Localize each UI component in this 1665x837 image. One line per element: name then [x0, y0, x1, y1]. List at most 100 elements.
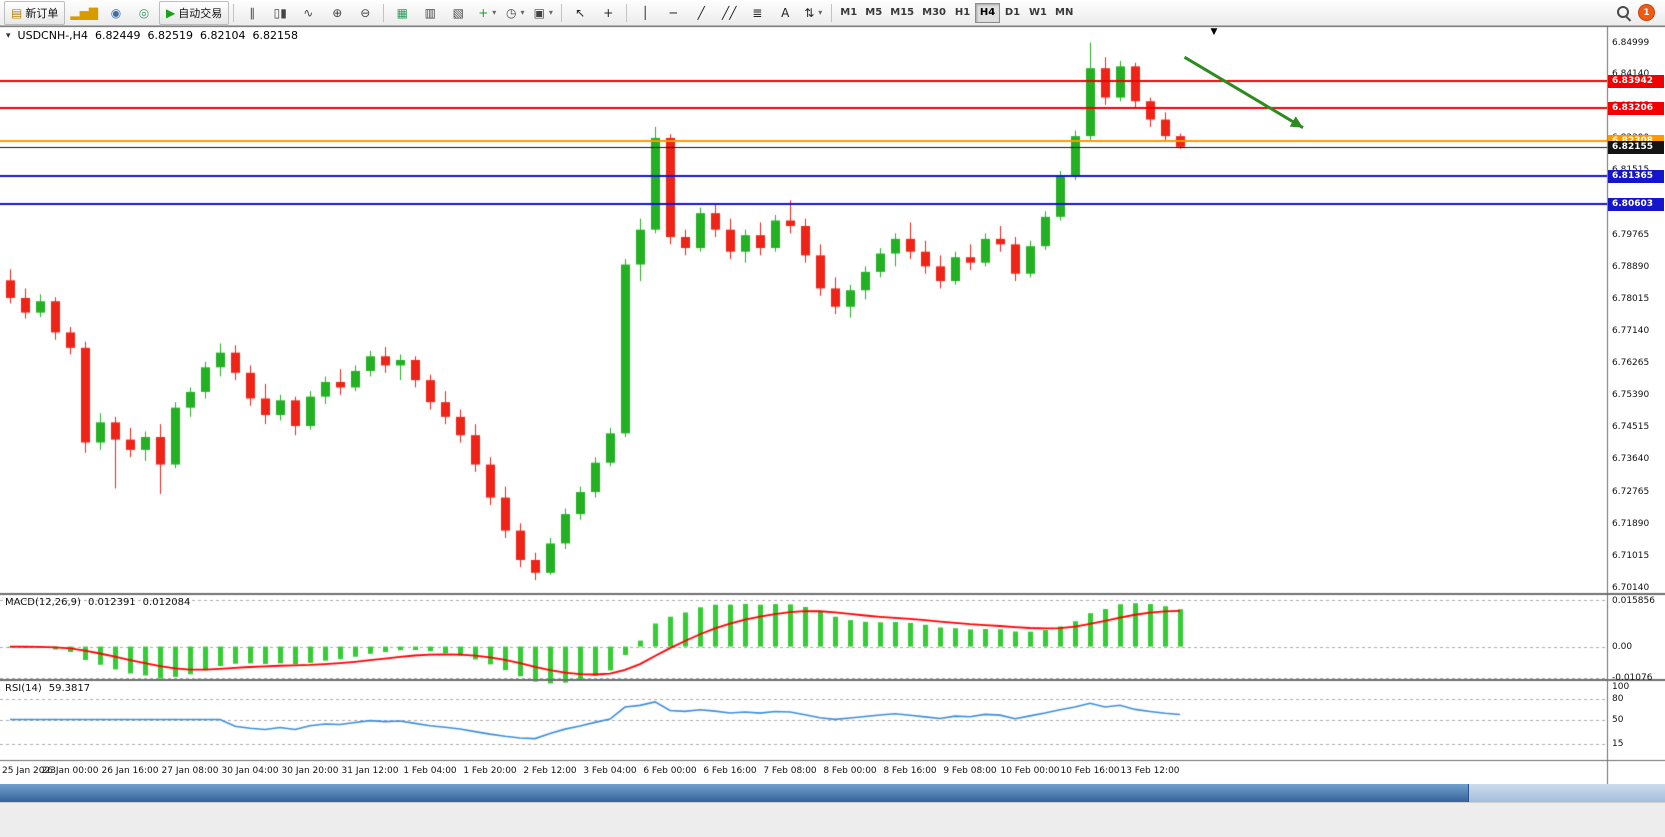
auto-trading-label: 自动交易 — [178, 6, 223, 20]
price-tick-label: 6.70140 — [1612, 582, 1650, 593]
navigator-button[interactable]: ◎ — [130, 1, 158, 25]
horizontal-line-button[interactable]: ─ — [659, 1, 687, 25]
hline-price-marker[interactable]: 6.83206 — [1608, 102, 1664, 116]
search-icon[interactable] — [1615, 4, 1632, 21]
dropdown-caret-icon: ▾ — [548, 8, 553, 17]
candlestick-chart-button[interactable]: ▯▮ — [266, 1, 294, 25]
price-axis[interactable]: 6.849996.841406.832656.823906.815156.806… — [1607, 26, 1665, 784]
timeframe-M15[interactable]: M15 — [886, 3, 918, 23]
new-chart-button[interactable]: + ▾ — [473, 1, 501, 25]
trendline-button[interactable]: ╱ — [687, 1, 715, 25]
price-tick-label: 6.79765 — [1612, 229, 1650, 240]
vertical-line-icon: │ — [641, 5, 649, 20]
toolbar-separator — [626, 3, 628, 22]
data-window-button[interactable]: ◉ — [102, 1, 130, 25]
time-axis-label: 25 Jan 2023 — [2, 766, 56, 776]
cascade-windows-button[interactable]: ▧ — [444, 1, 472, 25]
chart-close-value: 6.82158 — [252, 29, 298, 42]
chart-low-value: 6.82104 — [199, 29, 246, 42]
text-button[interactable]: A — [771, 1, 799, 25]
hline-price-marker[interactable]: 6.80603 — [1608, 197, 1664, 211]
chart-canvas[interactable] — [0, 26, 1665, 784]
timeframe-M5[interactable]: M5 — [861, 3, 886, 23]
arrange-windows-button[interactable]: ▥ — [416, 1, 444, 25]
market-watch-button[interactable]: ▂▅▇ — [66, 1, 102, 25]
hline-price-marker[interactable]: 6.83942 — [1608, 75, 1664, 89]
toolbar-separator — [233, 3, 235, 22]
time-axis-label: 1 Feb 04:00 — [403, 766, 457, 776]
new-order-button[interactable]: ▤ 新订单 — [4, 0, 66, 25]
zoom-in-button[interactable]: ⊕ — [323, 1, 351, 25]
notification-badge[interactable]: 1 — [1638, 4, 1655, 21]
rsi-tick-label: 50 — [1612, 714, 1624, 725]
shapes-icon: ⇅ — [804, 5, 815, 20]
time-axis-label: 26 Jan 16:00 — [101, 766, 159, 776]
rsi-label: RSI(14) 59.3817 — [5, 683, 90, 694]
bid-price-marker[interactable]: 6.82155 — [1608, 140, 1664, 154]
toolbar-separator — [831, 3, 833, 22]
time-axis-label: 26 Jan 00:00 — [41, 766, 99, 776]
line-chart-button[interactable]: ∿ — [294, 1, 322, 25]
timeframe-H1[interactable]: H1 — [950, 3, 975, 23]
cursor-button[interactable]: ↖ — [566, 1, 594, 25]
time-axis[interactable]: 25 Jan 2023 26 Jan 00:00 26 Jan 16:00 27 Ja… — [0, 761, 1607, 784]
zoom-out-button[interactable]: ⊖ — [351, 1, 379, 25]
timeframe-W1[interactable]: W1 — [1025, 3, 1051, 23]
timeframe-D1[interactable]: D1 — [1000, 3, 1025, 23]
hline-price-marker[interactable]: 6.81365 — [1608, 169, 1664, 183]
clock-button[interactable]: ◷ ▾ — [501, 1, 529, 25]
crosshair-button[interactable]: + — [594, 1, 622, 25]
price-tick-label: 6.84140 — [1612, 69, 1650, 80]
zoom-in-icon: ⊕ — [332, 5, 343, 20]
toolbar-separator — [383, 3, 385, 22]
price-tick-label: 6.76265 — [1612, 358, 1650, 369]
price-tick-label: 6.71890 — [1612, 518, 1650, 529]
trend-arrow-annotation[interactable] — [0, 26, 1665, 784]
dropdown-caret-icon: ▾ — [818, 8, 823, 17]
time-axis-label: 8 Feb 00:00 — [823, 766, 877, 776]
macd-name: MACD(12,26,9) — [5, 597, 81, 608]
time-axis-label: 30 Jan 04:00 — [221, 766, 279, 776]
auto-trading-button[interactable]: ▶ 自动交易 — [159, 0, 230, 25]
candlestick-chart-icon: ▯▮ — [273, 5, 287, 20]
rsi-tick-label: 80 — [1612, 693, 1624, 704]
time-axis-label: 9 Feb 08:00 — [943, 766, 997, 776]
shapes-button[interactable]: ⇅ ▾ — [799, 1, 827, 25]
time-axis-label: 10 Feb 16:00 — [1060, 766, 1120, 776]
tile-windows-button[interactable]: ▦ — [388, 1, 416, 25]
macd-tick-label: 0.015856 — [1612, 596, 1655, 606]
macd-label: MACD(12,26,9) 0.012391 0.012084 — [5, 597, 190, 608]
text-icon: A — [781, 5, 790, 20]
play-icon: ▶ — [166, 5, 176, 20]
rsi-tick-label: 100 — [1612, 682, 1630, 692]
chart-type-group: ∥ ▯▮ ∿ — [238, 1, 322, 25]
market-watch-icon: ▂▅▇ — [70, 5, 99, 20]
timeframe-M30[interactable]: M30 — [918, 3, 950, 23]
fibonacci-button[interactable]: ≣ — [743, 1, 771, 25]
horizontal-scrollbar[interactable] — [0, 784, 1665, 802]
arrange-windows-icon: ▥ — [424, 5, 436, 20]
template-button[interactable]: ▣ ▾ — [529, 1, 557, 25]
bar-chart-icon: ∥ — [249, 5, 256, 20]
timeframe-MN[interactable]: MN — [1051, 3, 1077, 23]
template-icon: ▣ — [533, 5, 545, 20]
timeframe-M1[interactable]: M1 — [836, 3, 861, 23]
chart-area: ▾ USDCNH-,H4 6.82449 6.82519 6.82104 6.8… — [0, 26, 1665, 784]
bar-chart-button[interactable]: ∥ — [238, 1, 266, 25]
time-axis-label: 8 Feb 16:00 — [883, 766, 937, 776]
current-bar-marker-icon: ▼ — [1210, 27, 1218, 37]
rsi-value: 59.3817 — [48, 683, 91, 694]
dropdown-caret-icon: ▾ — [520, 8, 525, 17]
time-axis-label: 6 Feb 00:00 — [643, 766, 697, 776]
vertical-line-button[interactable]: │ — [631, 1, 659, 25]
price-tick-label: 6.73640 — [1612, 454, 1650, 465]
time-axis-label: 31 Jan 12:00 — [341, 766, 399, 776]
timeframe-H4[interactable]: H4 — [975, 2, 1001, 23]
scrollbar-thumb[interactable] — [0, 784, 1469, 802]
time-axis-label: 10 Feb 00:00 — [1000, 766, 1060, 776]
time-axis-label: 30 Jan 20:00 — [281, 766, 339, 776]
channel-button[interactable]: ╱╱ — [715, 1, 743, 25]
new-order-icon: ▤ — [11, 5, 23, 20]
window-arrange-group: ▦ ▥ ▧ — [388, 1, 472, 25]
